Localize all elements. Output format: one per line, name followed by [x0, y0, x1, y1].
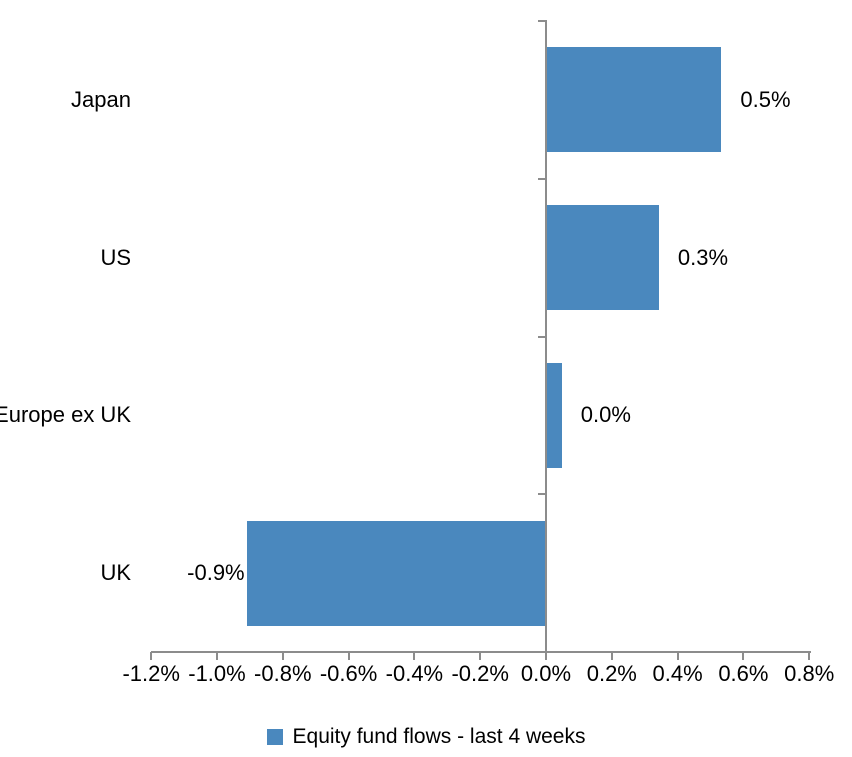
- x-tick-label: 0.8%: [784, 661, 835, 686]
- data-label-europe-ex-uk: 0.0%: [580, 402, 631, 428]
- x-axis-tick: [281, 652, 284, 660]
- data-label-uk: -0.9%: [187, 560, 245, 586]
- category-label-europe-ex-uk: Europe ex UK: [0, 402, 131, 428]
- bar-japan: [547, 47, 722, 153]
- x-tick-label: -0.8%: [254, 661, 312, 686]
- x-tick-label: -1.2%: [122, 661, 180, 686]
- x-tick-label: 0.0%: [520, 661, 572, 686]
- x-tick-label: 0.4%: [652, 661, 703, 686]
- x-axis-tick: [216, 652, 218, 660]
- x-tick-label: 0.2%: [586, 661, 637, 686]
- x-axis-tick: [742, 652, 745, 660]
- data-label-us: 0.3%: [677, 244, 729, 270]
- category-label-japan: Japan: [71, 86, 131, 112]
- x-axis-tick: [610, 652, 613, 660]
- x-axis-tick: [413, 652, 416, 660]
- x-axis-tick: [150, 652, 153, 660]
- bar-uk: [246, 520, 546, 626]
- category-axis-tick: [538, 177, 545, 180]
- x-tick-label: -0.4%: [385, 661, 444, 686]
- x-axis-tick: [676, 652, 679, 660]
- category-label-us: US: [100, 244, 131, 270]
- data-label-japan: 0.5%: [740, 86, 791, 112]
- x-tick-label: -1.0%: [188, 661, 246, 686]
- x-tick-label: 0.6%: [718, 661, 769, 686]
- category-label-uk: UK: [100, 560, 131, 586]
- x-tick-label: -0.6%: [319, 661, 378, 686]
- x-axis-line: [151, 651, 812, 653]
- bar-us: [547, 205, 659, 311]
- zero-axis-line: [545, 20, 547, 652]
- category-axis-tick: [538, 493, 545, 496]
- x-axis-tick: [347, 652, 350, 660]
- chart-legend: Equity fund flows - last 4 weeks: [0, 722, 852, 752]
- x-axis-tick: [545, 652, 547, 660]
- legend-label: Equity fund flows - last 4 weeks: [292, 725, 586, 748]
- bar-europe-ex-uk: [547, 362, 562, 468]
- category-axis-tick: [538, 335, 545, 338]
- x-tick-label: -0.2%: [451, 661, 509, 686]
- category-axis-tick: [538, 20, 545, 22]
- legend-color-swatch: [266, 729, 283, 745]
- x-axis-tick: [479, 652, 482, 660]
- x-axis-tick: [808, 652, 811, 660]
